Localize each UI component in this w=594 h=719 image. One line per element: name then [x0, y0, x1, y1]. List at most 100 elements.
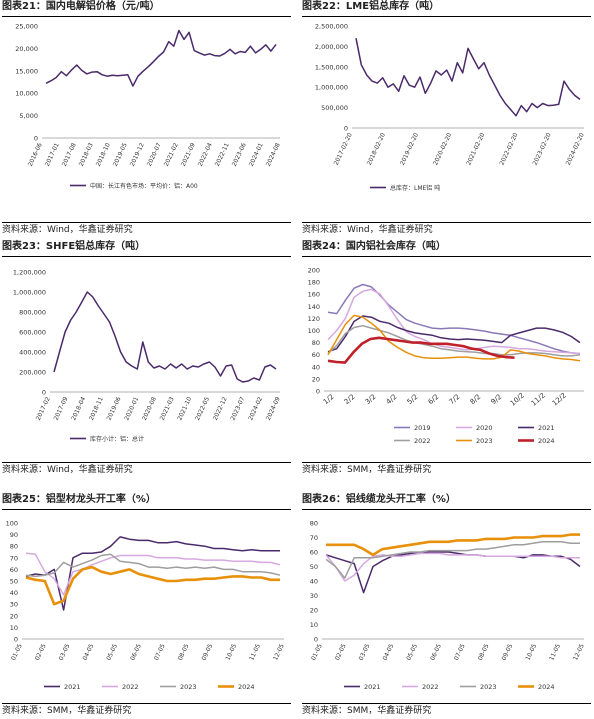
y-tick-label: 0 — [344, 125, 348, 133]
x-tick-label: 2020-07 — [146, 142, 163, 168]
x-tick-label: 2017-08 — [61, 142, 78, 168]
y-tick-label: 100 — [308, 327, 320, 335]
y-tick-label: 80 — [310, 520, 318, 528]
y-tick-label: 20 — [312, 375, 320, 383]
source-note: 资料来源：Wind，华鑫证券研究 — [2, 462, 291, 477]
legend-label: 2024 — [538, 683, 555, 691]
y-tick-label: 0 — [42, 389, 46, 397]
y-tick-label: 30 — [310, 592, 318, 600]
x-tick-label: 08-05 — [477, 643, 491, 662]
y-tick-label: 10 — [10, 624, 18, 632]
x-tick-label: 01-05 — [310, 643, 324, 662]
legend-label: 2024 — [538, 437, 555, 445]
chart-aluminum-price: 0 5,000 10,000 15,000 20,000 25,000 2016-06 201… — [15, 23, 282, 191]
x-tick-label: 2021-02-20 — [465, 132, 486, 167]
x-tick-label: 9/2 — [490, 393, 504, 406]
legend-label: 2022 — [122, 683, 139, 691]
x-tick-label: 2021-02 — [163, 142, 180, 168]
legend-label: 2023 — [180, 683, 197, 691]
x-tick-label: 09-05 — [501, 643, 515, 662]
x-tick-label: 09-05 — [201, 643, 215, 662]
series-line-2020 — [327, 288, 581, 355]
chart-shfe-inventory: 0 200,000 400,000 600,000 800,000 1,000,000 1,… — [13, 269, 282, 444]
series-line-2024 — [326, 533, 580, 557]
x-tick-label: 2024-08 — [265, 142, 282, 168]
x-tick-label: 11-05 — [548, 643, 562, 662]
y-tick-label: 25,000 — [15, 23, 38, 31]
y-tick-label: 5,000 — [19, 112, 38, 120]
y-tick-label: 20 — [10, 612, 18, 620]
x-tick-label: 2019-02-20 — [399, 132, 420, 167]
x-tick-label: 7/2 — [448, 393, 462, 406]
x-tick-label: 2017-02-20 — [333, 132, 354, 167]
x-tick-label: 10-05 — [524, 643, 538, 662]
y-tick-label: 40 — [310, 578, 318, 586]
series-line-2024 — [327, 336, 515, 364]
y-tick-label: 1,000,000 — [13, 289, 46, 297]
y-tick-label: 90 — [10, 531, 18, 539]
x-tick-label: 05-05 — [105, 643, 119, 662]
x-tick-label: 4/2 — [385, 393, 399, 406]
source-note: 资料来源：Wind，华鑫证券研究 — [2, 222, 291, 237]
chart-cable-operating-rate: 0 10 20 30 40 50 60 70 80 01-05 02-05 03-05 04-05 05-… — [310, 520, 586, 692]
y-tick-label: 2,000,000 — [315, 43, 348, 51]
legend-label: 2020 — [476, 424, 493, 432]
x-tick-label: 2024-01 — [248, 142, 265, 168]
x-tick-label: 12-05 — [572, 643, 586, 662]
x-tick-label: 2018-03 — [78, 142, 95, 168]
chart-title: 图表24：国内铝社会库存（吨） — [302, 240, 591, 257]
x-tick-label: 10/2 — [509, 391, 526, 407]
x-tick-label: 6/2 — [427, 393, 441, 406]
y-tick-label: 15,000 — [15, 67, 38, 75]
y-tick-label: 400,000 — [19, 349, 46, 357]
x-tick-label: 2016-06 — [27, 142, 44, 168]
y-tick-label: 10,000 — [15, 90, 38, 98]
legend-label: 库存小计：铝：总计 — [90, 435, 144, 443]
x-tick-label: 2022-11 — [214, 142, 231, 168]
series-line-2019 — [327, 283, 581, 355]
x-tick-label: 2020-02-20 — [432, 132, 453, 167]
x-tick-label: 2024-02-20 — [565, 132, 586, 167]
y-tick-label: 140 — [308, 303, 320, 311]
x-tick-label: 2017-02 — [35, 396, 52, 422]
y-tick-label: 80 — [10, 543, 18, 551]
y-tick-label: 1,200,000 — [13, 269, 46, 277]
y-tick-label: 60 — [312, 351, 320, 359]
y-tick-label: 80 — [312, 339, 320, 347]
y-tick-label: 120 — [308, 315, 320, 323]
chart-title: 图表22：LME铝总库存（吨） — [302, 0, 591, 17]
y-tick-label: 40 — [312, 363, 320, 371]
legend-label: 2021 — [364, 683, 381, 691]
y-tick-label: 10 — [310, 621, 318, 629]
chart-lme-inventory: 0 500,000 1,000,000 1,500,000 2,000,000 2,500… — [315, 23, 586, 193]
chart-title: 图表23：SHFE铝总库存（吨） — [2, 240, 291, 257]
x-tick-label: 2/2 — [343, 393, 357, 406]
x-tick-label: 06-05 — [129, 643, 143, 662]
y-tick-label: 50 — [10, 578, 18, 586]
y-tick-label: 0 — [14, 636, 18, 644]
chart-title: 图表21：国内电解铝价格（元/吨） — [2, 0, 291, 17]
x-tick-label: 12-05 — [272, 643, 286, 662]
y-tick-label: 20,000 — [15, 45, 38, 53]
chart-social-inventory: 0 20 40 60 80 100 120 140 160 180 200 1/2 2/2 3/2 4/2 5… — [308, 267, 584, 445]
y-tick-label: 600,000 — [19, 329, 46, 337]
x-tick-label: 02-05 — [334, 643, 348, 662]
x-tick-label: 04-05 — [382, 643, 396, 662]
chart-title: 图表26：铝线缆龙头开工率（%） — [302, 493, 591, 510]
y-tick-label: 60 — [10, 566, 18, 574]
x-tick-label: 5/2 — [406, 393, 420, 406]
y-tick-label: 50 — [310, 563, 318, 571]
y-tick-label: 800,000 — [19, 309, 46, 317]
x-tick-label: 02-05 — [34, 643, 48, 662]
source-note: 资料来源：SMM，华鑫证券研究 — [302, 703, 591, 718]
x-tick-label: 2021-03 — [159, 396, 176, 422]
y-tick-label: 1,000,000 — [315, 84, 348, 92]
x-tick-label: 10-05 — [224, 643, 238, 662]
panel-21: 图表21：国内电解铝价格（元/吨） 0 5,000 10,000 15,000 20,0… — [2, 0, 291, 238]
legend-label: 2021 — [64, 683, 81, 691]
y-tick-label: 0 — [34, 135, 38, 143]
y-tick-label: 180 — [308, 279, 320, 287]
x-tick-label: 2022-04 — [197, 142, 214, 168]
x-tick-label: 2018-04 — [70, 396, 87, 422]
x-tick-label: 2022-02-20 — [498, 132, 519, 167]
